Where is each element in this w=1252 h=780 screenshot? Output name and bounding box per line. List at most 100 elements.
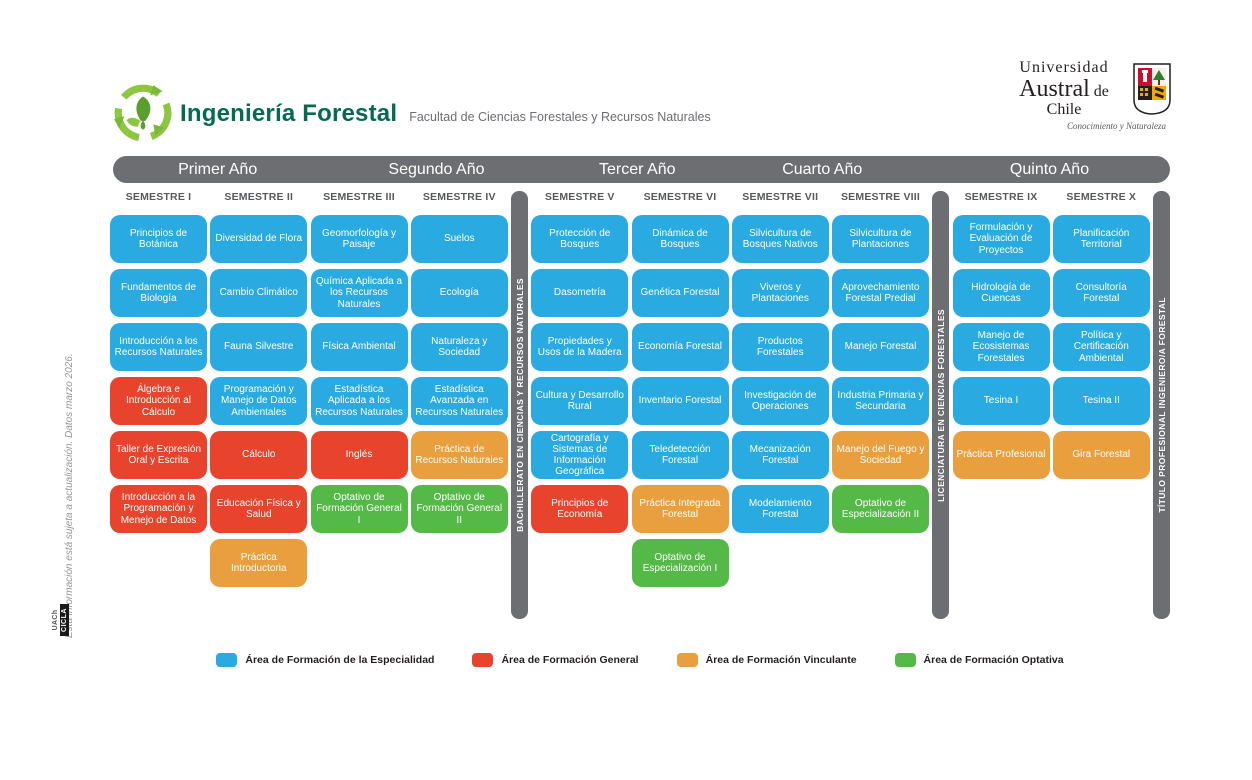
legend-swatch [676,653,698,667]
year-label: Segundo Año [388,160,485,178]
semester-header: SEMESTRE I [125,191,192,203]
header-title-block: Ingeniería Forestal Facultad de Ciencias… [180,100,711,128]
course-box: Física Ambiental [310,323,408,371]
curriculum-grid: SEMESTRE I Principios de Botánica Fundamen… [110,191,1170,619]
course-box: Inglés [310,431,408,479]
milestone-label: BACHILLERATO EN CIENCIAS Y RECURSOS NATU… [514,278,525,532]
semester-header: SEMESTRE VIII [840,191,921,203]
legend-swatch [216,653,238,667]
course-box: Dinámica de Bosques [631,215,729,263]
course-box: Inventario Forestal [631,377,729,425]
course-box: Optativo de Especialización I [631,539,729,587]
course-box: Aprovechamiento Forestal Predial [832,269,929,317]
year-label: Tercer Año [599,160,676,178]
course-box: Suelos [410,215,508,263]
course-box: Práctica Profesional [952,431,1050,479]
semester-column: SEMESTRE IV Suelos Ecología Naturaleza y So… [410,191,508,539]
course-box: Política y Certificación Ambiental [1052,323,1150,371]
page-title: Ingeniería Forestal [180,100,398,127]
course-box: Industria Primaria y Secundaria [832,377,929,425]
semester-column: SEMESTRE II Diversidad de Flora Cambio Cli… [210,191,308,593]
milestone-bar: TÍTULO PROFESIONAL INGENIERO/A FORESTAL [1153,191,1170,619]
semester-header: SEMESTRE III [323,191,395,203]
semester-header: SEMESTRE X [1066,191,1137,203]
legend: Área de Formación de la Especialidad Área… [110,653,1170,667]
course-box: Estadística Avanzada en Recursos Natural… [410,377,508,425]
semester-column: SEMESTRE I Principios de Botánica Fundamen… [110,191,207,539]
course-box: Manejo Forestal [832,323,929,371]
course-box: Viveros y Plantaciones [731,269,829,317]
legend-label: Área de Formación Optativa [923,654,1064,666]
course-box: Principios de Economía [531,485,629,533]
semester-column: SEMESTRE VIII Silvicultura de Plantacione… [832,191,929,539]
semester-column: SEMESTRE X Planificación Territorial Consu… [1052,191,1150,485]
course-box: Álgebra e Introducción al Cálculo [110,377,207,425]
course-box: Naturaleza y Sociedad [410,323,508,371]
course-box: Silvicultura de Plantaciones [832,215,929,263]
course-box: Mecanización Forestal [731,431,829,479]
cicla-badge: CICLA [59,604,69,636]
course-box: Introducción a los Recursos Naturales [110,323,207,371]
legend-label: Área de Formación General [501,654,639,666]
course-box: Consultoría Forestal [1052,269,1150,317]
course-box: Principios de Botánica [110,215,207,263]
legend-label: Área de Formación de la Especialidad [245,654,435,666]
course-box: Optativo de Especialización II [832,485,929,533]
course-box: Fauna Silvestre [210,323,308,371]
course-box: Manejo de Ecosistemas Forestales [952,323,1050,371]
course-box: Propiedades y Usos de la Madera [531,323,629,371]
course-box: Dasometría [531,269,629,317]
legend-label: Área de Formación Vinculante [705,654,857,666]
year-bar: Primer Año Segundo Año Tercer Año Cuarto Añ… [113,156,1170,183]
university-crest-icon [1132,63,1172,116]
course-box: Práctica Introductoria [210,539,308,587]
year-label: Primer Año [178,160,258,178]
milestone-bar: BACHILLERATO EN CIENCIAS Y RECURSOS NATU… [511,191,528,619]
course-box: Estadística Aplicada a los Recursos Natu… [310,377,408,425]
legend-swatch [894,653,916,667]
milestone-bar: LICENCIATURA EN CIENCIAS FORESTALES [932,191,950,619]
course-box: Teledetección Forestal [631,431,729,479]
course-box: Cambio Climático [210,269,308,317]
course-box: Modelamiento Forestal [731,485,829,533]
course-box: Programación y Manejo de Datos Ambiental… [210,377,308,425]
semester-header: SEMESTRE VI [643,191,717,203]
course-box: Hidrología de Cuencas [952,269,1050,317]
course-box: Taller de Expresión Oral y Escrita [110,431,207,479]
uach-cicla-logo: UACh CICLA [40,600,80,640]
semester-column: SEMESTRE VII Silvicultura de Bosques Nati… [731,191,829,539]
legend-item: Área de Formación Vinculante [676,653,857,667]
legend-item: Área de Formación Optativa [894,653,1064,667]
course-box: Planificación Territorial [1052,215,1150,263]
course-box: Optativo de Formación General I [310,485,408,533]
course-box: Práctica Integrada Forestal [631,485,729,533]
course-box: Cálculo [210,431,308,479]
semester-column: SEMESTRE III Geomorfología y Paisaje Quími… [310,191,408,539]
course-box: Química Aplicada a los Recursos Naturale… [310,269,408,317]
legend-item: Área de Formación de la Especialidad [216,653,434,667]
faculty-subtitle: Facultad de Ciencias Forestales y Recurs… [409,110,711,124]
course-box: Cultura y Desarrollo Rural [531,377,629,425]
course-box: Productos Forestales [731,323,829,371]
university-tagline: Conocimiento y Naturaleza [1067,120,1166,131]
course-box: Fundamentos de Biología [110,269,207,317]
course-box: Cartografía y Sistemas de Información Ge… [531,431,629,479]
legend-swatch [472,653,494,667]
semester-header: SEMESTRE II [224,191,294,203]
course-box: Tesina I [952,377,1050,425]
course-box: Educación Física y Salud [210,485,308,533]
semester-column: SEMESTRE IX Formulación y Evaluación de P… [952,191,1050,485]
semester-column: SEMESTRE V Protección de Bosques Dasometrí… [531,191,629,539]
course-box: Geomorfología y Paisaje [310,215,408,263]
course-box: Diversidad de Flora [210,215,308,263]
course-box: Introducción a la Programación y Menejo … [110,485,207,533]
course-box: Protección de Bosques [531,215,629,263]
semester-header: SEMESTRE V [544,191,615,203]
semester-column: SEMESTRE VI Dinámica de Bosques Genética F… [631,191,729,593]
milestone-label: TÍTULO PROFESIONAL INGENIERO/A FORESTAL [1156,297,1167,513]
course-box: Investigación de Operaciones [731,377,829,425]
course-box: Genética Forestal [631,269,729,317]
milestone-label: LICENCIATURA EN CIENCIAS FORESTALES [935,308,946,502]
university-logo: Universidad Austral de Chile [1002,59,1172,131]
